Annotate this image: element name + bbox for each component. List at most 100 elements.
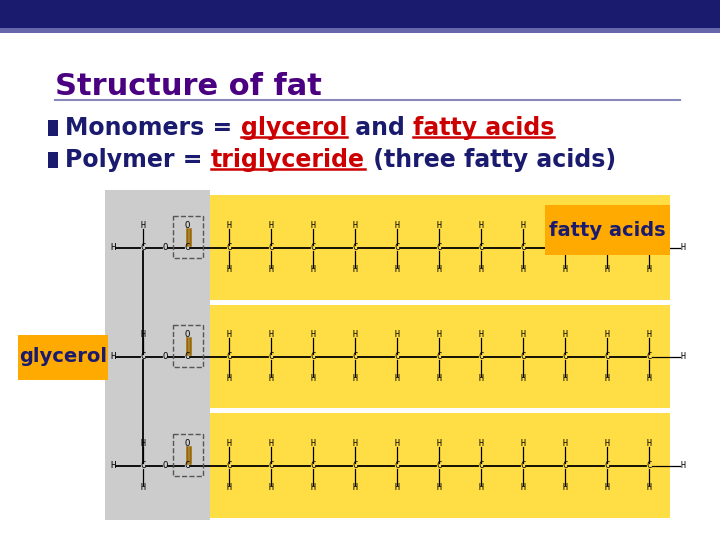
Bar <box>48 152 58 168</box>
Text: H: H <box>395 374 400 383</box>
Text: H: H <box>562 221 567 230</box>
Text: H: H <box>395 483 400 492</box>
Text: H: H <box>521 374 526 383</box>
Text: H: H <box>140 439 145 448</box>
Text: C: C <box>647 461 652 470</box>
Text: H: H <box>647 483 652 492</box>
Text: H: H <box>436 483 441 492</box>
Text: H: H <box>310 374 315 383</box>
Text: H: H <box>605 439 610 448</box>
Text: C: C <box>521 243 526 252</box>
Text: H: H <box>605 330 610 339</box>
Text: C: C <box>140 461 145 470</box>
Text: C: C <box>562 243 567 252</box>
Text: H: H <box>110 352 116 361</box>
Text: C: C <box>436 352 441 361</box>
Text: H: H <box>436 439 441 448</box>
Text: C: C <box>269 352 274 361</box>
Text: H: H <box>521 221 526 230</box>
Text: H: H <box>479 483 484 492</box>
Text: C: C <box>184 461 189 470</box>
Bar <box>0 28 720 33</box>
Text: C: C <box>269 243 274 252</box>
Text: C: C <box>604 243 610 252</box>
Text: H: H <box>395 265 400 274</box>
Text: fatty acids: fatty acids <box>549 220 665 240</box>
Text: H: H <box>310 330 315 339</box>
Text: H: H <box>479 374 484 383</box>
Text: C: C <box>184 352 189 361</box>
Text: H: H <box>140 483 145 492</box>
Text: H: H <box>310 439 315 448</box>
Text: C: C <box>352 352 358 361</box>
Text: H: H <box>269 265 274 274</box>
Text: H: H <box>395 330 400 339</box>
Text: C: C <box>604 352 610 361</box>
Text: H: H <box>227 330 232 339</box>
Bar <box>173 325 203 367</box>
Bar <box>210 195 670 300</box>
Text: H: H <box>436 265 441 274</box>
Text: C: C <box>269 461 274 470</box>
Bar <box>0 0 720 28</box>
Text: triglyceride: triglyceride <box>211 148 365 172</box>
Text: C: C <box>310 352 315 361</box>
Bar <box>173 434 203 476</box>
Text: H: H <box>227 374 232 383</box>
Text: O: O <box>184 439 189 448</box>
Text: C: C <box>562 352 567 361</box>
Text: C: C <box>310 461 315 470</box>
Text: H: H <box>227 439 232 448</box>
Text: H: H <box>269 483 274 492</box>
Text: H: H <box>479 221 484 230</box>
Text: H: H <box>353 221 358 230</box>
Text: H: H <box>140 330 145 339</box>
Text: Monomers =: Monomers = <box>65 116 240 140</box>
Text: H: H <box>562 439 567 448</box>
Text: Structure of fat: Structure of fat <box>55 72 322 101</box>
Text: glycerol: glycerol <box>240 116 347 140</box>
Text: H: H <box>436 330 441 339</box>
Text: H: H <box>353 330 358 339</box>
Text: H: H <box>479 265 484 274</box>
Text: H: H <box>521 265 526 274</box>
Text: H: H <box>479 330 484 339</box>
Text: C: C <box>436 243 441 252</box>
Text: H: H <box>310 221 315 230</box>
Text: C: C <box>226 461 232 470</box>
Text: H: H <box>680 352 685 361</box>
Text: H: H <box>395 221 400 230</box>
Text: H: H <box>269 439 274 448</box>
Text: H: H <box>521 330 526 339</box>
Text: H: H <box>605 265 610 274</box>
Text: C: C <box>140 352 145 361</box>
Text: fatty acids: fatty acids <box>413 116 554 140</box>
Text: H: H <box>269 330 274 339</box>
Text: C: C <box>352 243 358 252</box>
Text: C: C <box>521 352 526 361</box>
Text: Polymer =: Polymer = <box>65 148 211 172</box>
Text: H: H <box>269 221 274 230</box>
Text: H: H <box>353 483 358 492</box>
Text: C: C <box>395 461 400 470</box>
Bar <box>105 190 210 520</box>
Text: H: H <box>647 330 652 339</box>
Text: H: H <box>647 374 652 383</box>
Text: H: H <box>227 483 232 492</box>
Text: H: H <box>521 439 526 448</box>
Text: H: H <box>310 483 315 492</box>
Text: H: H <box>310 265 315 274</box>
Text: H: H <box>680 243 685 252</box>
Text: C: C <box>604 461 610 470</box>
Text: H: H <box>521 483 526 492</box>
Text: H: H <box>395 439 400 448</box>
Bar <box>18 335 108 380</box>
Text: H: H <box>562 483 567 492</box>
Text: H: H <box>680 461 685 470</box>
Text: C: C <box>478 461 484 470</box>
Text: H: H <box>647 221 652 230</box>
Text: C: C <box>352 461 358 470</box>
Text: C: C <box>478 352 484 361</box>
Text: H: H <box>647 265 652 274</box>
Text: C: C <box>562 461 567 470</box>
